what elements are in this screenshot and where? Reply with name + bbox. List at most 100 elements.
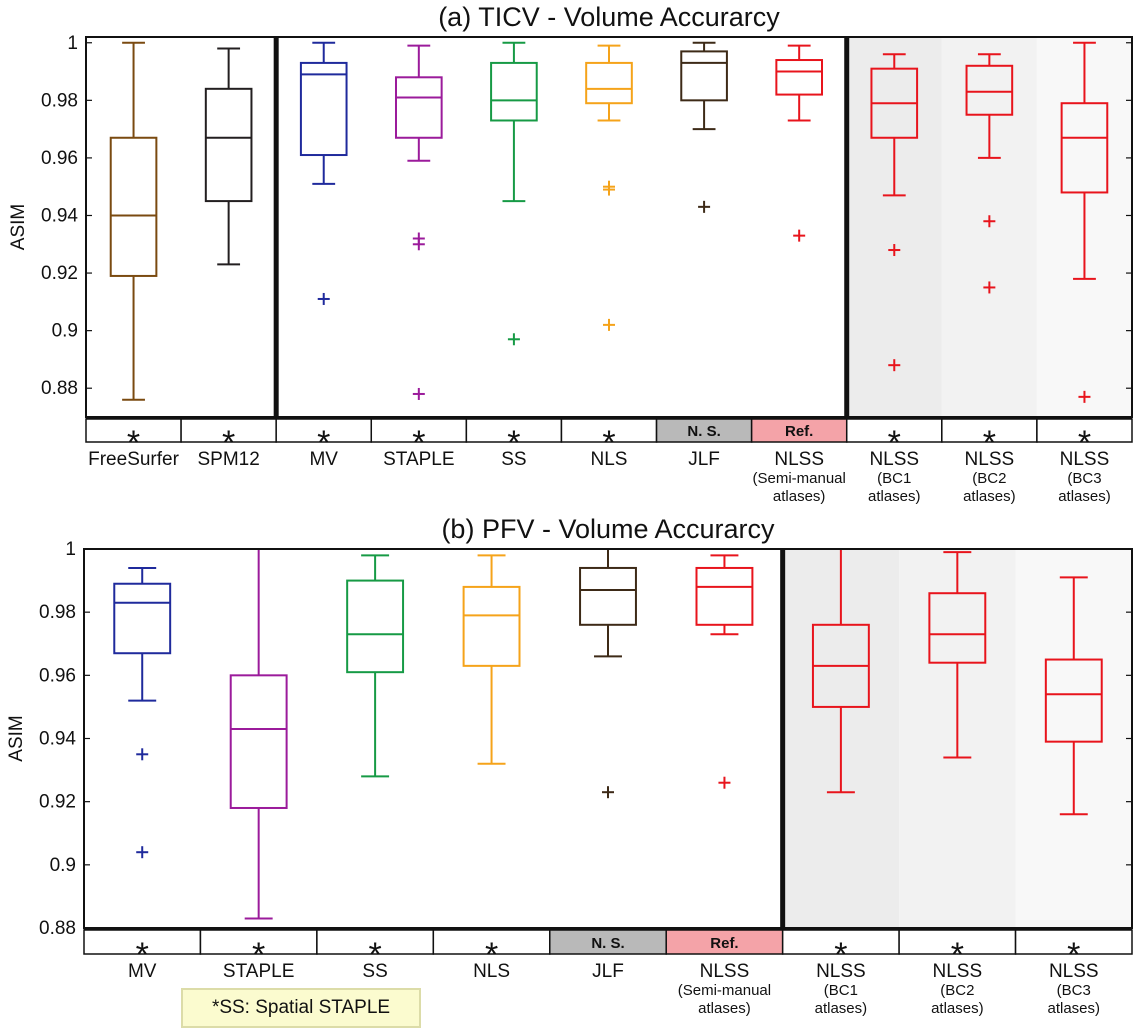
y-tick-label: 1 (65, 539, 76, 560)
box-iqr (695, 566, 754, 626)
significance-mark: * (1078, 424, 1091, 462)
category-label: NLSS (816, 961, 866, 982)
category-label: MV (309, 449, 338, 470)
category-label: NLSS (774, 449, 824, 470)
box-iqr (462, 585, 521, 667)
category-label: JLF (592, 961, 624, 982)
box-iqr (680, 50, 728, 102)
box-10 (965, 53, 1014, 294)
y-tick-label: 0.94 (39, 729, 76, 750)
box-1 (109, 41, 158, 401)
chart-title: (b) PFV - Volume Accurarcy (441, 514, 775, 544)
category-sublabel: atlases) (1048, 1000, 1101, 1017)
category-label: FreeSurfer (88, 449, 179, 470)
box-3 (299, 41, 348, 305)
significance-mark: * (1067, 936, 1080, 974)
box-11 (1060, 41, 1109, 403)
significance-mark: * (983, 424, 996, 462)
category-label: SS (362, 961, 387, 982)
significance-mark: * (888, 424, 901, 462)
significance-label: N. S. (687, 423, 720, 440)
box-5 (490, 41, 538, 346)
significance-cell (83, 929, 202, 955)
significance-cell (898, 929, 1017, 955)
box-iqr (346, 579, 405, 674)
significance-mark: * (317, 424, 330, 462)
box-2 (229, 548, 288, 920)
box-4 (394, 44, 443, 400)
y-tick-label: 0.92 (39, 792, 76, 813)
category-label: NLSS (965, 449, 1015, 470)
panel-a: (a) TICV - Volume Accurarcy ASIM 0.88 0.9 0.… (8, 2, 1133, 505)
category-sublabel: (BC2 (940, 982, 974, 999)
y-tick-label: 0.88 (39, 918, 76, 939)
y-axis-label: ASIM (6, 715, 27, 761)
box-9 (1044, 576, 1103, 816)
category-sublabel: (BC2 (972, 470, 1006, 487)
category-sublabel: atlases) (698, 1000, 751, 1017)
category-sublabel: atlases) (1058, 488, 1111, 505)
category-sublabel: (BC1 (877, 470, 911, 487)
box-3 (346, 554, 405, 778)
footnote-box: *SS: Spatial STAPLE (181, 988, 421, 1028)
significance-mark: * (485, 936, 498, 974)
y-tick-label: 0.9 (52, 321, 78, 342)
box-iqr (490, 61, 538, 122)
box-iqr (775, 59, 824, 96)
significance-cell (781, 929, 900, 955)
y-tick-label: 0.98 (39, 602, 76, 623)
y-tick-label: 0.92 (41, 263, 78, 284)
significance-mark: * (834, 936, 847, 974)
category-sublabel: atlases) (931, 1000, 984, 1017)
category-label: SPM12 (197, 449, 259, 470)
significance-mark: * (136, 936, 149, 974)
y-tick-label: 0.88 (41, 378, 78, 399)
significance-cell (1014, 929, 1133, 955)
box-iqr (579, 566, 637, 626)
category-label: JLF (688, 449, 720, 470)
category-label: NLSS (1060, 449, 1110, 470)
y-tick-label: 0.9 (50, 855, 76, 876)
category-sublabel: (Semi-manual (752, 470, 845, 487)
box-8 (928, 551, 987, 759)
box-9 (870, 53, 919, 372)
box-6 (585, 44, 633, 331)
category-label: STAPLE (383, 449, 454, 470)
box-iqr (229, 674, 288, 809)
significance-label: N. S. (591, 935, 624, 952)
category-sublabel: atlases) (815, 1000, 868, 1017)
category-sublabel: (Semi-manual (678, 982, 771, 999)
category-label: SS (501, 449, 526, 470)
significance-label: Ref. (710, 935, 738, 952)
category-sublabel: (BC3 (1067, 470, 1101, 487)
box-iqr (113, 582, 172, 655)
box-iqr (299, 61, 348, 157)
y-tick-label: 0.94 (41, 205, 78, 226)
shaded-region (846, 37, 942, 417)
box-7 (680, 41, 728, 213)
significance-mark: * (951, 936, 964, 974)
category-sublabel: atlases) (963, 488, 1016, 505)
box-4 (462, 554, 521, 765)
category-label: NLSS (869, 449, 919, 470)
box-6 (695, 554, 754, 789)
significance-cell (432, 929, 551, 955)
y-tick-label: 1 (67, 33, 78, 54)
significance-mark: * (368, 936, 381, 974)
y-tick-label: 0.96 (41, 148, 78, 169)
category-sublabel: (BC1 (824, 982, 858, 999)
box-1 (113, 566, 172, 859)
box-iqr (585, 61, 633, 105)
y-tick-label: 0.98 (41, 90, 78, 111)
panel-b: (b) PFV - Volume Accurarcy ASIM 0.88 0.9 0.9… (6, 514, 1133, 1017)
category-sublabel: (BC3 (1057, 982, 1091, 999)
box-iqr (204, 87, 253, 203)
y-tick-label: 0.96 (39, 665, 76, 686)
box-iqr (394, 76, 443, 139)
category-label: NLSS (700, 961, 750, 982)
box-8 (775, 44, 824, 242)
box-5 (579, 548, 637, 799)
box-2 (204, 47, 253, 266)
significance-mark: * (412, 424, 425, 462)
